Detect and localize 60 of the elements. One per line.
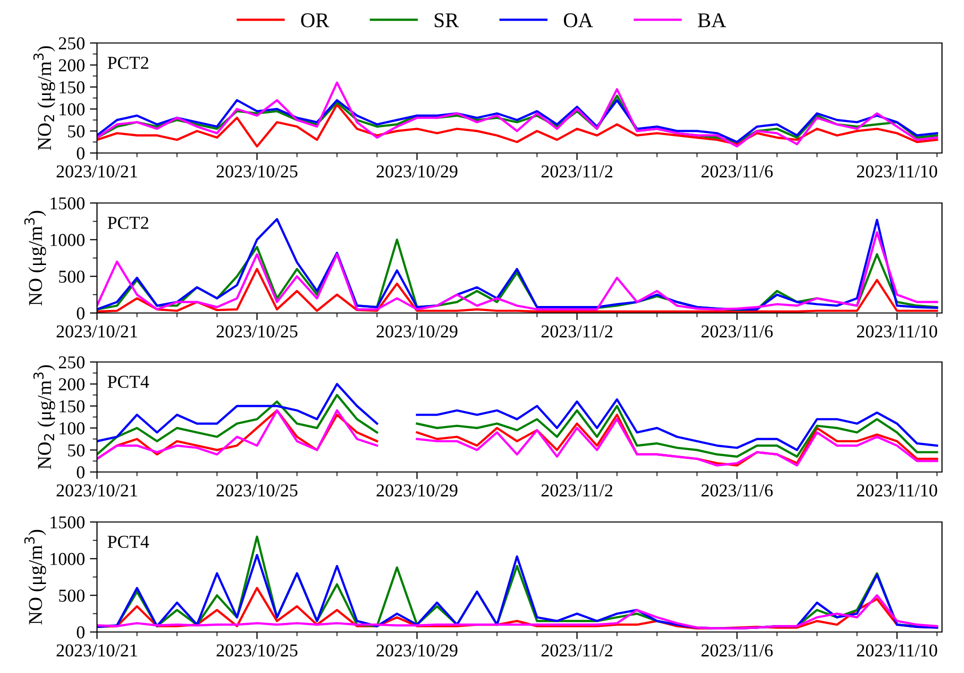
y-tick-label: 0: [76, 307, 85, 320]
y-tick-label: 250: [58, 356, 85, 368]
x-tick-label: 2023/11/10: [857, 484, 938, 497]
x-tick-label: 2023/10/29: [376, 484, 458, 497]
x-tick-label: 2023/10/21: [56, 484, 138, 497]
y-tick-label: 100: [60, 422, 85, 434]
legend-label: OR: [301, 13, 330, 28]
x-tick-label: 2023/11/10: [857, 325, 938, 338]
annotation: PCT2: [108, 56, 148, 69]
y-tick-label: 1500: [50, 197, 85, 210]
y-tick-label: 50: [68, 444, 85, 456]
line-series: [97, 268, 938, 313]
x-tick-label: 2023/10/29: [376, 325, 458, 338]
x-tick-label: 2023/11/6: [702, 325, 773, 338]
x-tick-label: 2023/11/2: [542, 325, 612, 338]
x-tick-label: 2023/10/21: [56, 644, 138, 657]
x-tick-label: 2023/10/25: [216, 165, 298, 178]
annotation: PCT2: [108, 216, 148, 229]
x-tick-label: 2023/10/29: [376, 644, 458, 657]
x-tick-label: 2023/11/2: [542, 165, 612, 178]
y-tick-label: 200: [58, 378, 85, 390]
legend-label: BA: [698, 13, 726, 28]
x-tick-label: 2023/10/25: [216, 484, 298, 497]
x-tick-label: 2023/11/6: [702, 165, 773, 178]
line-series: [97, 594, 938, 630]
x-tick-label: 2023/11/2: [542, 644, 612, 657]
y-tick-label: 0: [76, 626, 85, 638]
y-tick-label: 0: [76, 147, 85, 160]
y-tick-label: 1000: [50, 552, 85, 566]
x-tick-label: 2023/10/25: [216, 325, 298, 338]
line-series: [97, 81, 938, 148]
x-tick-label: 2023/11/10: [857, 165, 938, 178]
x-tick-label: 2023/10/25: [216, 644, 298, 657]
y-tick-label: 250: [58, 37, 85, 50]
y-tick-label: 50: [68, 125, 85, 138]
x-tick-label: 2023/11/2: [542, 484, 612, 497]
legend-label: SR: [434, 13, 459, 28]
y-tick-label: 150: [60, 400, 85, 412]
annotation: PCT4: [108, 536, 149, 548]
x-tick-label: 2023/10/29: [376, 165, 458, 178]
y-axis-title: NO (μg/m$^{3}$): [24, 530, 46, 624]
y-tick-label: 200: [58, 59, 85, 72]
y-axis-title: NO$_{2}$ (μg/m$^{3}$): [33, 46, 56, 150]
annotation: PCT4: [108, 376, 149, 388]
y-tick-label: 0: [76, 466, 85, 478]
x-tick-label: 2023/11/10: [857, 644, 938, 657]
y-axis-title: NO (μg/m$^{3}$): [24, 210, 46, 306]
y-tick-label: 500: [59, 270, 85, 283]
y-tick-label: 1000: [50, 234, 85, 246]
y-tick-label: 100: [60, 103, 85, 116]
legend-label: OA: [564, 13, 593, 28]
y-tick-label: 500: [59, 590, 85, 602]
x-tick-label: 2023/11/6: [702, 644, 773, 657]
y-axis-title: NO$_{2}$ (μg/m$^{3}$): [33, 365, 56, 470]
line-series: [97, 554, 938, 630]
x-tick-label: 2023/10/21: [56, 325, 138, 338]
x-tick-label: 2023/11/6: [702, 484, 773, 497]
y-tick-label: 150: [60, 81, 85, 94]
y-tick-label: 1500: [50, 516, 85, 528]
x-tick-label: 2023/10/21: [56, 165, 138, 178]
